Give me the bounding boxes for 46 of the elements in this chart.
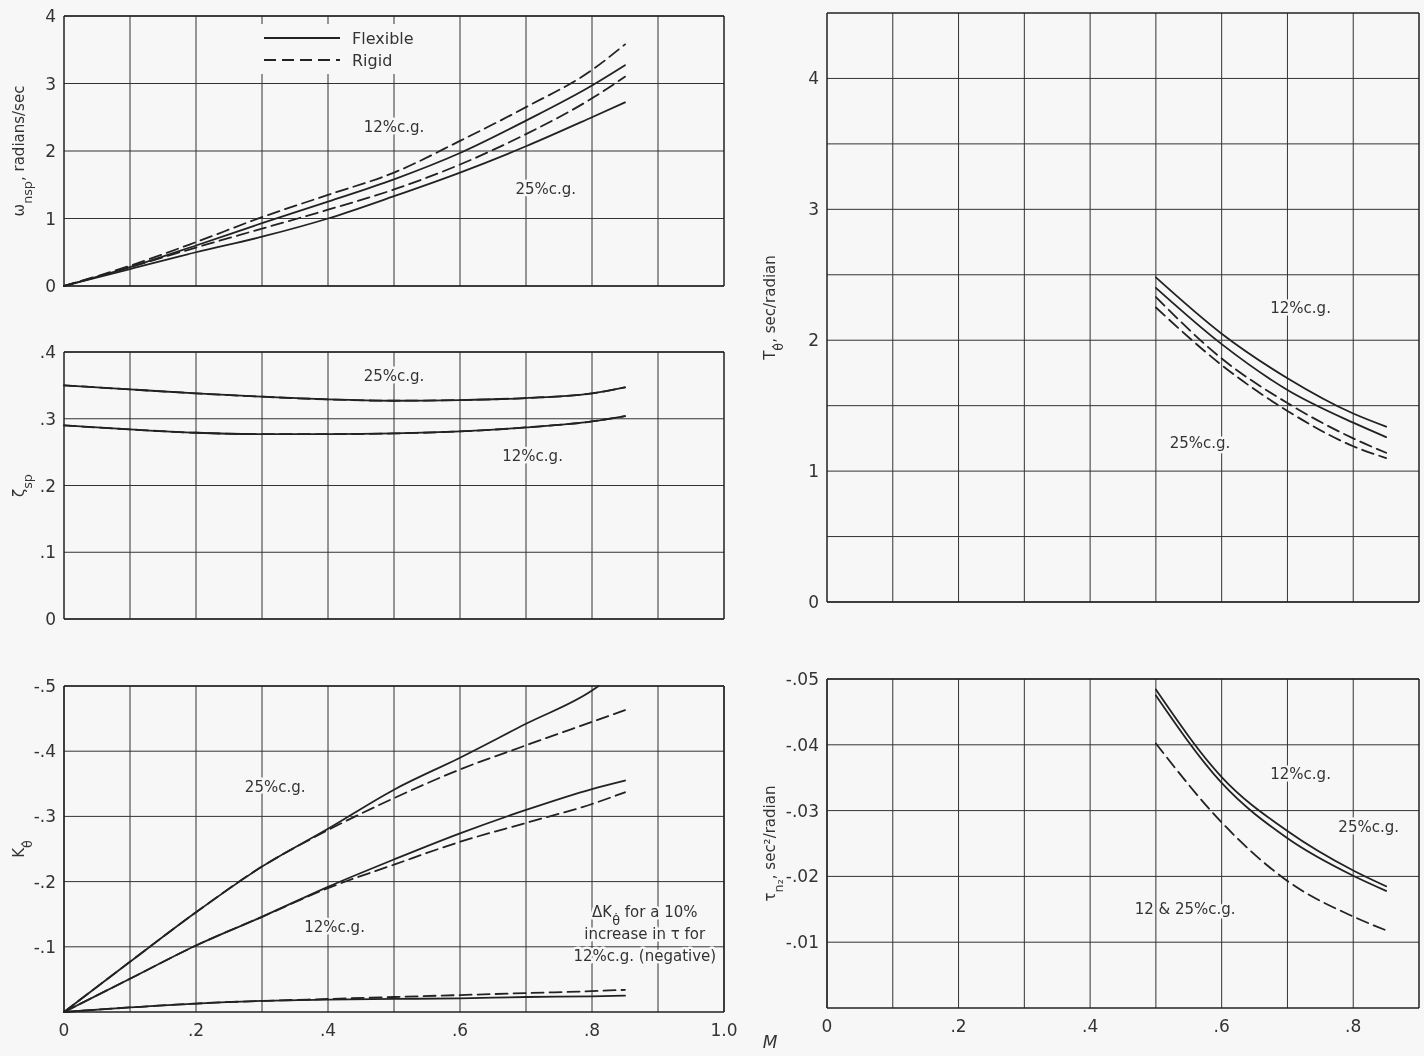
y-tick-label: 4 <box>45 6 56 26</box>
y-tick-label: -.4 <box>33 741 56 762</box>
x-axis-title: M <box>762 1032 778 1052</box>
x-tick-label: 1.0 <box>710 1020 738 1040</box>
y-tick-label: .1 <box>39 542 56 563</box>
y-tick-label: 0 <box>45 609 56 629</box>
x-tick-label: .4 <box>319 1020 337 1040</box>
annotation: ΔK$_{θ̇}$ for a 10% increase in τ for 12%c.g. (negative) <box>573 902 717 965</box>
y-tick-label: 0 <box>808 592 819 612</box>
y-tick-label: -.03 <box>785 800 819 821</box>
y-tick-label: 2 <box>45 141 56 161</box>
x-tick-label: .8 <box>583 1020 601 1040</box>
annotation: 25%c.g. <box>363 367 425 386</box>
y-tick-label: -.01 <box>785 932 819 953</box>
x-tick-label: .8 <box>1345 1016 1362 1036</box>
annotation: 25%c.g. <box>244 778 306 797</box>
legend-label: Flexible <box>352 29 414 48</box>
x-tick-label: 0 <box>821 1016 833 1036</box>
annotation: 12%c.g. <box>304 918 365 937</box>
legend-label: Rigid <box>352 51 393 70</box>
y-tick-label: -.5 <box>33 676 56 696</box>
y-tick-label: 2 <box>808 330 819 351</box>
x-tick-label: .2 <box>950 1016 967 1036</box>
y-tick-label: -.05 <box>785 669 819 689</box>
x-tick-label: 0 <box>58 1020 70 1040</box>
x-tick-label: .2 <box>187 1020 205 1040</box>
y-tick-label: 3 <box>808 199 819 220</box>
y-tick-label: 4 <box>808 68 819 89</box>
y-tick-label: .2 <box>39 475 56 496</box>
y-tick-label: -.1 <box>33 936 56 957</box>
y-tick-label: 3 <box>45 73 56 94</box>
y-tick-label: -.02 <box>785 866 819 887</box>
y-tick-label: 1 <box>45 208 56 229</box>
y-tick-label: 0 <box>45 276 56 296</box>
y-tick-label: -.2 <box>33 871 56 892</box>
annotation: 12%c.g. <box>502 447 563 466</box>
y-tick-label: -.04 <box>785 734 819 755</box>
y-tick-label: -.3 <box>33 806 56 827</box>
y-tick-label: 1 <box>808 461 819 482</box>
annotation: 25%c.g. <box>515 179 577 198</box>
y-tick-label: .4 <box>39 342 56 362</box>
annotation: 12%c.g. <box>363 117 425 136</box>
x-tick-label: .6 <box>1213 1016 1230 1036</box>
x-tick-label: .4 <box>1081 1016 1099 1036</box>
y-tick-label: .3 <box>39 408 56 429</box>
x-tick-label: .6 <box>451 1020 469 1040</box>
